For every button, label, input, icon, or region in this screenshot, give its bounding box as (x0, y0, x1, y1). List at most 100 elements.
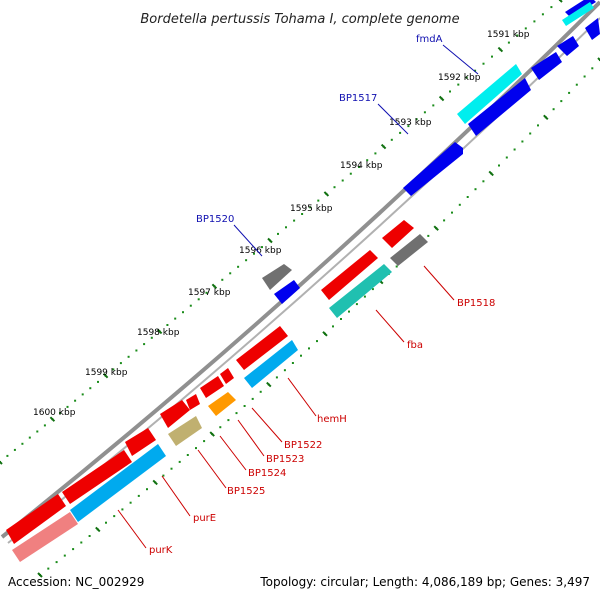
guide-dot (13, 448, 16, 451)
tick-mark (322, 331, 328, 337)
tick-label: 1594 kbp (340, 161, 383, 171)
gene-feature-fmdA[interactable] (457, 64, 522, 124)
gene-feature[interactable] (125, 428, 156, 456)
gene-label-BP1525[interactable]: BP1525 (227, 486, 265, 497)
tick-label: 1591 kbp (487, 30, 530, 40)
guide-dot (253, 252, 255, 255)
guide-dot (21, 442, 24, 445)
gene-feature[interactable] (274, 280, 300, 304)
gene-label-BP1524[interactable]: BP1524 (248, 468, 286, 479)
guide-dot (119, 362, 122, 365)
guide-dot (423, 111, 426, 114)
tick-label: 1599 kbp (85, 368, 128, 378)
guide-dot (575, 83, 578, 86)
guide-dot (285, 226, 287, 229)
guide-dot (482, 62, 485, 65)
gene-feature[interactable] (403, 142, 463, 196)
guide-dot (203, 440, 206, 443)
gene-feature[interactable] (62, 450, 132, 504)
tick-labels: 1591 kbp 1592 kbp 1593 kbp 1594 kbp 1595… (33, 30, 530, 418)
gene-feature-BP1523[interactable] (200, 376, 224, 398)
gene-feature-hemH[interactable] (244, 340, 298, 388)
guide-dot (47, 567, 50, 570)
guide-dot (466, 196, 469, 198)
gene-feature-BP1518[interactable] (390, 234, 428, 266)
guide-dot (219, 426, 222, 429)
guide-dot (449, 90, 451, 93)
guide-dot (162, 474, 165, 477)
guide-dot (395, 265, 398, 268)
gene-feature-BP1520[interactable] (262, 264, 292, 290)
guide-dot (59, 412, 61, 414)
gene-feature[interactable] (557, 36, 579, 56)
tick-label: 1597 kbp (188, 288, 231, 298)
guide-dot (415, 118, 418, 121)
guide-dot (221, 278, 224, 281)
gene-feature[interactable] (160, 400, 190, 428)
guide-dot (363, 295, 366, 298)
tick-mark (488, 170, 494, 177)
guide-dot (552, 108, 555, 111)
tick-label: 1598 kbp (137, 328, 180, 338)
gene-feature[interactable] (562, 2, 594, 26)
guide-dot (237, 265, 240, 268)
gene-label-purE[interactable]: purE (193, 513, 216, 524)
guide-dot (6, 454, 9, 457)
guide-dot (498, 164, 500, 167)
guide-dot (197, 298, 200, 301)
gene-feature[interactable] (531, 52, 562, 80)
gene-feature[interactable] (382, 220, 414, 248)
guide-dot (293, 219, 296, 222)
gene-feature[interactable] (321, 250, 378, 300)
guide-dot (541, 13, 544, 16)
guide-dot (36, 430, 39, 433)
guide-dot (186, 454, 189, 456)
guide-dot (66, 405, 69, 408)
tick-label: 1592 kbp (438, 73, 481, 83)
guide-dot (88, 535, 91, 537)
gene-label-BP1517[interactable]: BP1517 (339, 93, 377, 104)
accession-text: Accession: NC_002929 (8, 575, 144, 589)
guide-dot (205, 291, 208, 294)
gene-feature-fba[interactable] (329, 264, 392, 318)
guide-dot (251, 397, 254, 400)
guide-dot (505, 156, 508, 159)
tick-mark (597, 57, 600, 62)
gene-label-fmdA[interactable]: fmdA (416, 34, 443, 45)
tick-label: 1596 kbp (239, 246, 282, 256)
gene-label-BP1518[interactable]: BP1518 (457, 298, 495, 309)
tick-mark (102, 372, 109, 379)
gene-feature[interactable] (186, 394, 200, 410)
gene-feature-BP1522[interactable] (220, 368, 234, 384)
guide-dot (243, 405, 246, 407)
gene-feature[interactable] (585, 18, 600, 40)
guide-dot (390, 138, 393, 141)
tick-mark (380, 143, 387, 150)
guide-dot (341, 179, 344, 182)
gene-feature[interactable] (6, 494, 66, 544)
gene-feature[interactable] (236, 326, 288, 370)
guide-dot (189, 304, 192, 307)
gene-labels: fmdA BP1517 BP1520 BP1518 fba hemH BP152… (149, 34, 495, 556)
gene-feature-purE[interactable] (70, 444, 166, 522)
gene-label-fba[interactable]: fba (407, 340, 423, 351)
guide-dot (371, 288, 374, 291)
tick-mark (433, 225, 439, 231)
gene-label-purK[interactable]: purK (149, 545, 173, 556)
gene-label-BP1523[interactable]: BP1523 (266, 454, 304, 465)
gene-label-BP1520[interactable]: BP1520 (196, 214, 234, 225)
guide-dot (457, 83, 460, 86)
tick-mark (209, 431, 215, 437)
gene-feature-purK[interactable] (12, 512, 78, 562)
guide-dot (374, 152, 377, 155)
guide-dot (458, 203, 461, 206)
forward-genes (262, 0, 600, 304)
gene-feature-BP1524[interactable] (208, 392, 236, 416)
guide-dot (143, 343, 146, 346)
gene-feature-BP1517[interactable] (468, 78, 531, 136)
gene-label-hemH[interactable]: hemH (317, 414, 347, 425)
gene-feature-BP1525[interactable] (168, 416, 202, 446)
guide-dot (113, 515, 116, 518)
gene-label-BP1522[interactable]: BP1522 (284, 440, 322, 451)
guide-dot (146, 488, 148, 491)
